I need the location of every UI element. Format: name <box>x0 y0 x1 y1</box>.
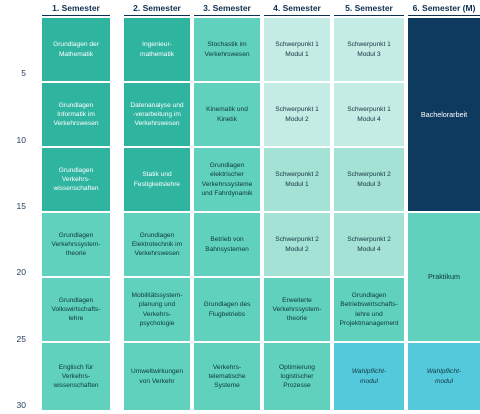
module-s1-r3: Grundlagen Verkehrs- wissenschaften <box>42 148 110 211</box>
module-s3-r3: Grundlagen elektrischer Verkehrssysteme … <box>194 148 260 211</box>
module-s4-r2: Schwerpunkt 1 Modul 2 <box>264 83 330 146</box>
module-s6-praktikum: Praktikum <box>408 213 480 341</box>
module-s4-r6: Optimierung logistischer Prozesse <box>264 343 330 410</box>
module-s4-r4: Schwerpunkt 2 Modul 2 <box>264 213 330 276</box>
header-semester-6: 6. Semester (M) <box>408 0 480 16</box>
module-s5-r5: Grundlagen Betriebswirtschafts- lehre un… <box>334 278 404 341</box>
header-semester-2: 2. Semester <box>124 0 190 16</box>
module-s2-r5: Mobilitätssystem- planung und Verkehrs- … <box>124 278 190 341</box>
header-semester-3: 3. Semester <box>194 0 260 16</box>
y-tick-25: 25 <box>16 334 26 344</box>
module-s5-r1: Schwerpunkt 1 Modul 3 <box>334 18 404 81</box>
y-tick-5: 5 <box>21 68 26 78</box>
module-s2-r1: Ingenieur- mathematik <box>124 18 190 81</box>
module-s4-r5: Erweiterte Verkehrssystem- theorie <box>264 278 330 341</box>
module-s4-r1: Schwerpunkt 1 Modul 1 <box>264 18 330 81</box>
module-s1-r2: Grundlagen Informatik im Verkehrswesen <box>42 83 110 146</box>
module-s5-r6: Wahlpflicht- modul <box>334 343 404 410</box>
header-semester-1: 1. Semester <box>42 0 110 16</box>
module-s5-r4: Schwerpunkt 2 Modul 4 <box>334 213 404 276</box>
module-s1-r6: Englisch für Verkehrs- wissenschaften <box>42 343 110 410</box>
module-s4-r3: Schwerpunkt 2 Modul 1 <box>264 148 330 211</box>
module-s1-r4: Grundlagen Verkehrssystem- theorie <box>42 213 110 276</box>
module-s5-r2: Schwerpunkt 1 Modul 4 <box>334 83 404 146</box>
module-s5-r3: Schwerpunkt 2 Modul 3 <box>334 148 404 211</box>
module-s2-r4: Grundlagen Elektrotechnik im Verkehrswes… <box>124 213 190 276</box>
module-s3-r2: Kinematik und Kinetik <box>194 83 260 146</box>
module-s2-r3: Statik und Festigkeitslehre <box>124 148 190 211</box>
module-s3-r1: Stochastik im Verkehrswesen <box>194 18 260 81</box>
y-tick-15: 15 <box>16 201 26 211</box>
module-s3-r6: Verkehrs- telematische Systeme <box>194 343 260 410</box>
module-s6-wahlpflicht: Wahlpflicht- modul <box>408 343 480 410</box>
header-semester-5: 5. Semester <box>334 0 404 16</box>
module-s2-r2: Datenanalyse und -verarbeitung im Verkeh… <box>124 83 190 146</box>
module-s3-r4: Betrieb von Bahnsystemen <box>194 213 260 276</box>
y-tick-30: 30 <box>16 400 26 410</box>
header-semester-4: 4. Semester <box>264 0 330 16</box>
module-s1-r5: Grundlagen Volkswirtschafts- lehre <box>42 278 110 341</box>
module-s3-r5: Grundlagen des Flugbetriebs <box>194 278 260 341</box>
y-tick-20: 20 <box>16 267 26 277</box>
module-s1-r1: Grundlagen der Mathematik <box>42 18 110 81</box>
module-s2-r6: Umweltwirkungen von Verkehr <box>124 343 190 410</box>
module-s6-bachelorarbeit: Bachelorarbeit <box>408 18 480 211</box>
y-tick-10: 10 <box>16 135 26 145</box>
